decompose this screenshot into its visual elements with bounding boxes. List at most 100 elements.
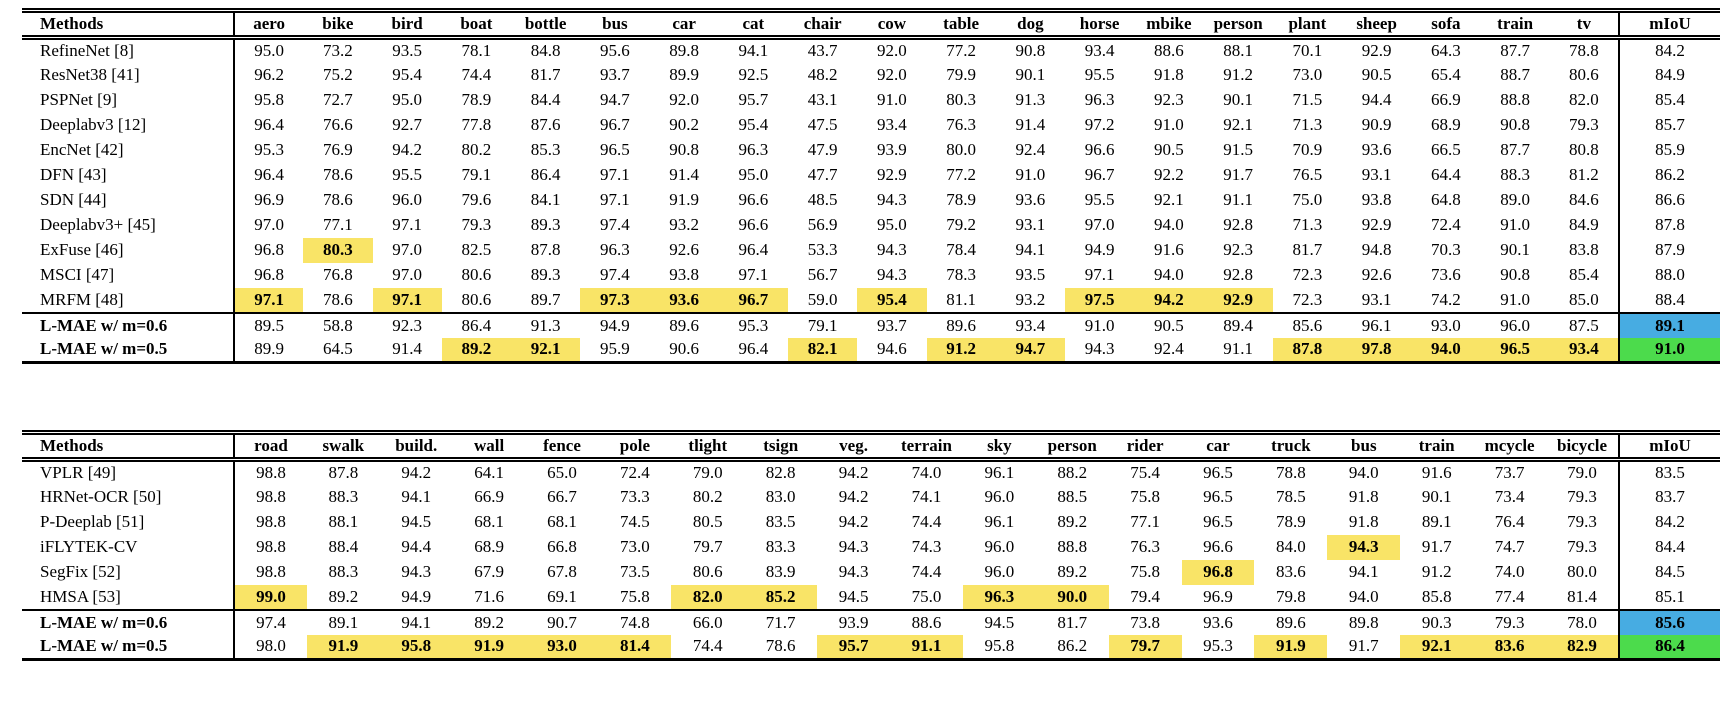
value-cell: 95.0 [738, 165, 769, 184]
value-cell: 89.1 [306, 608, 380, 635]
value-cell: 72.3 [1292, 265, 1323, 284]
miou-cell: 84.4 [1618, 534, 1720, 560]
value-cell: 98.8 [256, 463, 286, 483]
value-cell: 94.0 [1154, 265, 1184, 284]
table-row: iFLYTEK-CV 98.8 88.4 94.4 68.9 66.8 73.0 79.7 83… [22, 534, 1720, 560]
value-cell: 89.6 [1254, 608, 1328, 635]
table-row: L-MAE w/ m=0.6 89.5 58.8 92.3 86.4 91.3 94.9 89… [22, 311, 1720, 338]
value-cell: 64.4 [1431, 165, 1461, 184]
value-cell: 70.9 [1292, 140, 1323, 159]
value-cell: 74.4 [461, 65, 492, 84]
value-cell: 64.5 [323, 339, 353, 359]
method-cell: L-MAE w/ m=0.5 [22, 634, 235, 660]
value-cell: 95.8 [984, 636, 1015, 656]
value-cell: 74.2 [1431, 289, 1461, 309]
value-cell: 91.9 [306, 634, 380, 660]
value-cell: 83.6 [1473, 634, 1547, 660]
value-cell: 96.9 [254, 190, 284, 209]
value-cell: 94.1 [738, 41, 769, 61]
value-cell: 97.5 [1065, 287, 1135, 313]
value-cell: 95.8 [379, 634, 453, 660]
col-header-mbike: mbike [1134, 10, 1204, 40]
value-cell: 93.0 [1411, 311, 1481, 338]
value-cell: 93.0 [525, 634, 599, 660]
value-cell: 59.0 [807, 289, 838, 309]
value-cell: 58.8 [303, 311, 373, 338]
value-cell: 92.1 [1223, 115, 1253, 134]
header-row: Methods road swalk build. wall fence pole tligh… [22, 432, 1720, 462]
value-cell: 76.4 [1494, 512, 1525, 531]
value-cell: 89.4 [1203, 311, 1273, 338]
value-cell: 90.6 [669, 339, 699, 359]
value-cell: 72.4 [620, 463, 650, 483]
value-cell: 91.0 [877, 90, 907, 109]
value-cell: 90.8 [1500, 265, 1530, 284]
table-row: EncNet [42] 95.3 76.9 94.2 80.2 85.3 96.5 90.8 9… [22, 137, 1720, 163]
value-cell: 97.1 [600, 190, 630, 209]
value-cell: 72.7 [323, 90, 353, 109]
col-header-pole: pole [598, 432, 672, 462]
value-cell: 81.7 [1292, 240, 1323, 259]
value-cell: 95.4 [857, 287, 927, 313]
value-cell: 89.2 [452, 608, 526, 635]
value-cell: 88.3 [1500, 165, 1530, 184]
value-cell: 96.5 [1203, 487, 1233, 506]
miou-cell: 91.0 [1618, 337, 1720, 363]
value-cell: 78.8 [1276, 463, 1306, 483]
value-cell: 97.0 [392, 240, 422, 259]
value-cell: 73.0 [620, 537, 650, 556]
value-cell: 97.4 [234, 608, 307, 635]
value-cell: 94.2 [838, 463, 869, 483]
value-cell: 91.5 [1223, 140, 1253, 159]
value-cell: 79.0 [692, 463, 723, 483]
value-cell: 90.8 [669, 140, 699, 159]
value-cell: 85.4 [1569, 265, 1599, 284]
value-cell: 64.8 [1431, 190, 1461, 209]
value-cell: 77.2 [946, 41, 976, 61]
value-cell: 97.3 [580, 287, 650, 313]
value-cell: 94.1 [1348, 562, 1379, 581]
value-cell: 91.4 [1015, 115, 1046, 134]
value-cell: 96.5 [1203, 512, 1233, 531]
value-cell: 79.9 [946, 65, 976, 84]
miou-cell: 84.9 [1618, 62, 1720, 88]
value-cell: 78.6 [323, 190, 353, 209]
method-cell: ResNet38 [41] [22, 62, 235, 88]
col-header-cat: cat [718, 10, 788, 40]
value-cell: 80.6 [1569, 65, 1599, 84]
method-cell: P-Deeplab [51] [22, 509, 235, 535]
col-header-dog: dog [995, 10, 1065, 40]
miou-cell: 88.4 [1618, 287, 1720, 313]
value-cell: 94.7 [995, 337, 1065, 363]
value-cell: 96.0 [392, 190, 422, 209]
value-cell: 68.9 [474, 537, 504, 556]
value-cell: 96.9 [1203, 586, 1233, 606]
value-cell: 96.1 [984, 512, 1015, 531]
value-cell: 93.7 [600, 65, 630, 84]
value-cell: 96.3 [600, 240, 630, 259]
value-cell: 80.3 [946, 90, 976, 109]
value-cell: 98.8 [256, 562, 286, 581]
value-cell: 73.8 [1108, 608, 1182, 635]
value-cell: 91.7 [1421, 537, 1452, 556]
value-cell: 73.5 [620, 562, 650, 581]
method-cell: HRNet-OCR [50] [22, 484, 235, 510]
value-cell: 91.0 [1015, 165, 1046, 184]
value-cell: 92.0 [669, 90, 699, 109]
value-cell: 78.9 [461, 90, 492, 109]
value-cell: 89.6 [926, 311, 996, 338]
value-cell: 97.4 [600, 215, 630, 234]
value-cell: 94.2 [838, 512, 869, 531]
value-cell: 79.0 [1567, 463, 1597, 483]
value-cell: 76.9 [323, 140, 353, 159]
value-cell: 97.0 [254, 215, 284, 234]
value-cell: 90.1 [1223, 90, 1253, 109]
value-cell: 96.7 [600, 115, 630, 134]
value-cell: 75.8 [620, 586, 650, 606]
method-cell: PSPNet [9] [22, 87, 235, 113]
value-cell: 97.2 [1084, 115, 1115, 134]
value-cell: 84.8 [530, 41, 561, 61]
value-cell: 80.6 [692, 562, 723, 581]
table-row: ExFuse [46] 96.8 80.3 97.0 82.5 87.8 96.3 92.6 9… [22, 237, 1720, 263]
col-header-methods: Methods [22, 10, 235, 40]
